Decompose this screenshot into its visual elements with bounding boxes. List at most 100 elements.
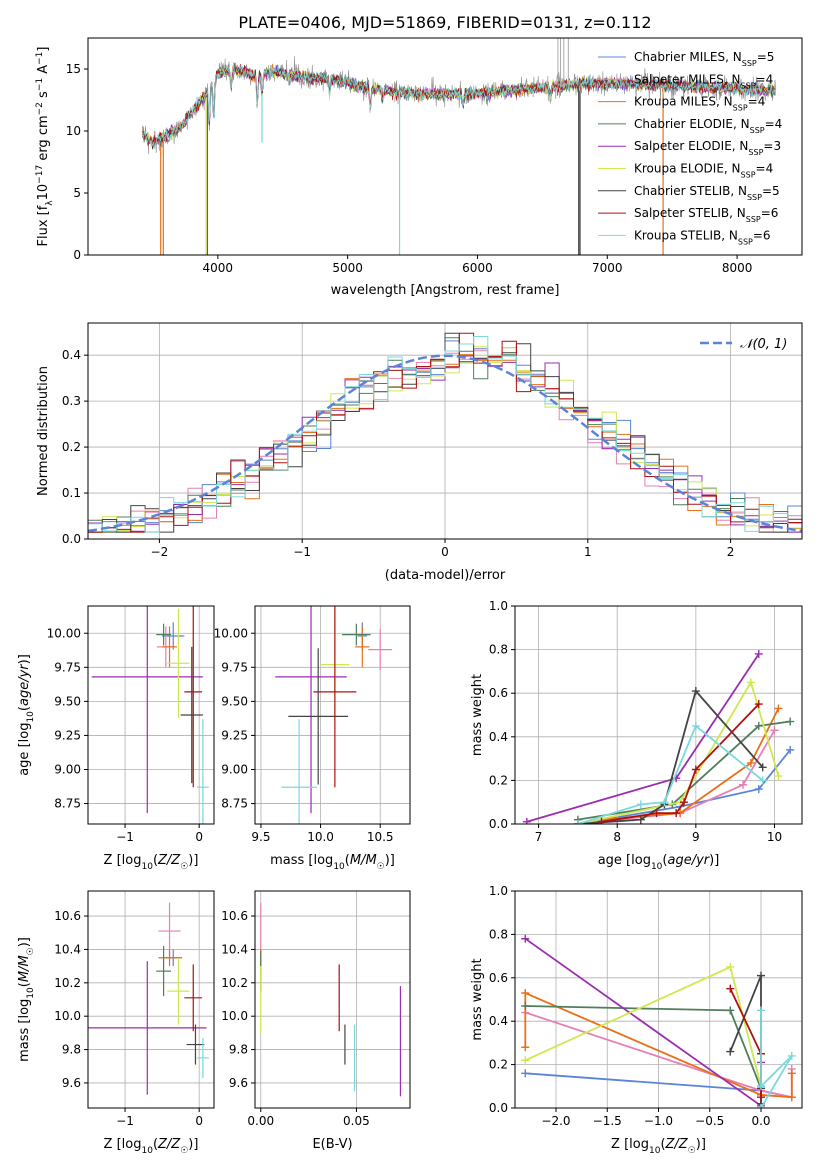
y-tick-label: 0.3 — [62, 394, 81, 408]
plot-area — [88, 332, 802, 533]
y-tick-label: 9.8 — [62, 1043, 81, 1057]
mass-weight-line — [577, 720, 791, 821]
mass-weight-marker — [754, 721, 763, 730]
y-tick-label: 1.0 — [489, 884, 508, 898]
axes-frame — [254, 890, 411, 1109]
legend-entry: Chabrier STELIB, NSSP=5 — [634, 184, 780, 202]
x-tick-label: 10.5 — [367, 830, 394, 844]
mass-weight-marker — [746, 758, 755, 767]
x-tick-label: 0 — [195, 1114, 203, 1128]
x-tick-label: 0.05 — [343, 1114, 370, 1128]
axes: −2 −1 0 1 2 0.0 0.1 0.2 0.3 0.4 (data-model)/error… — [36, 322, 803, 583]
x-tick-label: 0.00 — [247, 1114, 274, 1128]
mass-weight-line — [760, 1010, 793, 1108]
y-tick-label: 10.4 — [221, 942, 248, 956]
y-axis-label: mass [log10(M/M☉)] — [17, 937, 36, 1062]
x-axis-label: wavelength [Angstrom, rest frame] — [331, 283, 560, 298]
mass-weight-marker — [774, 704, 783, 713]
legend-entry: Salpeter ELODIE, NSSP=3 — [634, 139, 781, 157]
mass-weight-marker — [680, 798, 689, 807]
x-tick-label: 0 — [441, 545, 449, 559]
y-tick-label: 9.6 — [229, 1076, 248, 1090]
axes-frame — [87, 605, 215, 825]
x-tick-label: −1 — [116, 830, 134, 844]
mass-weight-marker — [573, 820, 582, 824]
mass-weight-marker — [754, 785, 763, 794]
x-tick-label: 5000 — [332, 261, 363, 275]
mass-weight-marker — [754, 649, 763, 658]
x-tick-label: 2 — [727, 545, 735, 559]
y-tick-label: 10.0 — [54, 1009, 81, 1023]
mass-weight-marker — [758, 763, 767, 772]
x-tick-label: −1 — [116, 1114, 134, 1128]
y-tick-label: 10.6 — [221, 909, 248, 923]
mass-weight-line — [577, 749, 791, 824]
y-tick-label: 10.00 — [47, 626, 81, 640]
mass-vs-ebv-panel: 0.00 0.05 9.6 9.8 10.0 10.2 10.4 10.6 E(B-V) — [221, 890, 411, 1152]
mass-weight-marker — [636, 800, 645, 809]
mass-weight-marker — [757, 971, 765, 980]
y-tick-label: 9.50 — [221, 694, 248, 708]
mass-weight-line — [525, 1005, 762, 1104]
legend-entry: Salpeter STELIB, NSSP=6 — [634, 206, 778, 224]
x-tick-label: 8000 — [722, 261, 753, 275]
mass-weight-marker — [787, 1051, 796, 1060]
y-tick-label: 10 — [66, 124, 81, 138]
y-tick-label: 0.8 — [489, 927, 508, 941]
y-axis-label: Normed distribution — [36, 366, 51, 496]
axes: 4000 5000 6000 7000 8000 0 5 10 15 wavelength [An… — [35, 37, 803, 298]
mass-weight-marker — [774, 772, 783, 781]
mass-weight-marker — [787, 1069, 796, 1078]
axes: 9.5 10.0 10.5 8.75 9.00 9.25 9.50 9.75 10.00 mass… — [214, 605, 411, 872]
mass-weight-marker — [521, 1043, 530, 1052]
y-tick-label: 8.75 — [221, 797, 248, 811]
mass-weight-line — [524, 965, 762, 1108]
spectrum-panel: 4000 5000 6000 7000 8000 0 5 10 15 wavelength [An… — [35, 37, 803, 298]
model-spectrum-line — [142, 61, 777, 148]
weight-vs-age-panel: 7 8 9 10 0.0 0.2 0.4 0.6 0.8 1.0 age [log10(age/yr… — [470, 599, 803, 872]
x-axis-label: mass [log10(M/M☉)] — [270, 853, 395, 872]
mass-weight-marker — [521, 934, 530, 943]
y-tick-label: 10.6 — [54, 909, 81, 923]
plot-area — [91, 606, 209, 824]
legend-entry: Kroupa MILES, NSSP=4 — [634, 95, 765, 113]
y-tick-label: 10.2 — [54, 976, 81, 990]
x-tick-label: 4000 — [203, 261, 234, 275]
x-axis-label: E(B-V) — [312, 1137, 352, 1152]
x-axis-label: Z [log10(Z/Z☉)] — [104, 1137, 199, 1156]
mass-weight-marker — [786, 745, 795, 754]
mass-weight-marker — [757, 1093, 765, 1102]
y-axis-label: Flux [fλ10−17 erg cm−2 s−1 A−1] — [35, 47, 55, 247]
mass-weight-line — [601, 708, 780, 821]
y-tick-label: 0.4 — [62, 348, 81, 362]
y-tick-label: 0.4 — [489, 1014, 508, 1028]
x-tick-label: −1.5 — [593, 1114, 622, 1128]
x-tick-label: 8 — [613, 830, 621, 844]
y-tick-label: 10.00 — [214, 626, 248, 640]
x-tick-label: −2 — [151, 545, 169, 559]
mass-weight-line — [601, 703, 760, 823]
mass-weight-marker — [726, 962, 735, 971]
y-tick-label: 0 — [73, 248, 81, 262]
age-vs-mass-panel: 9.5 10.0 10.5 8.75 9.00 9.25 9.50 9.75 10.00 mass… — [214, 605, 411, 872]
plot-area — [260, 902, 402, 1097]
legend-entry: Salpeter MILES, NSSP=4 — [634, 72, 773, 90]
y-tick-label: 0.0 — [489, 1101, 508, 1115]
mass-weight-marker — [758, 776, 767, 785]
age-vs-metallicity-panel: −1 0 8.75 9.00 9.25 9.50 9.75 10.00 Z [log10(Z/Z… — [17, 605, 215, 872]
mass-weight-marker — [672, 809, 681, 818]
x-axis-label: Z [log10(Z/Z☉)] — [611, 1137, 706, 1156]
mass-weight-marker — [691, 721, 700, 730]
mass-weight-marker — [726, 1006, 735, 1015]
y-tick-label: 0.8 — [489, 643, 508, 657]
residual-histogram-step — [88, 336, 802, 533]
y-tick-label: 9.6 — [62, 1076, 81, 1090]
x-tick-label: 0 — [195, 830, 203, 844]
residual-histogram-step — [88, 346, 802, 533]
y-tick-label: 9.25 — [54, 728, 81, 742]
y-tick-label: 0.0 — [62, 532, 81, 546]
axes-frame — [87, 37, 803, 256]
mass-weight-marker — [597, 817, 606, 824]
mass-weight-marker — [770, 726, 779, 735]
